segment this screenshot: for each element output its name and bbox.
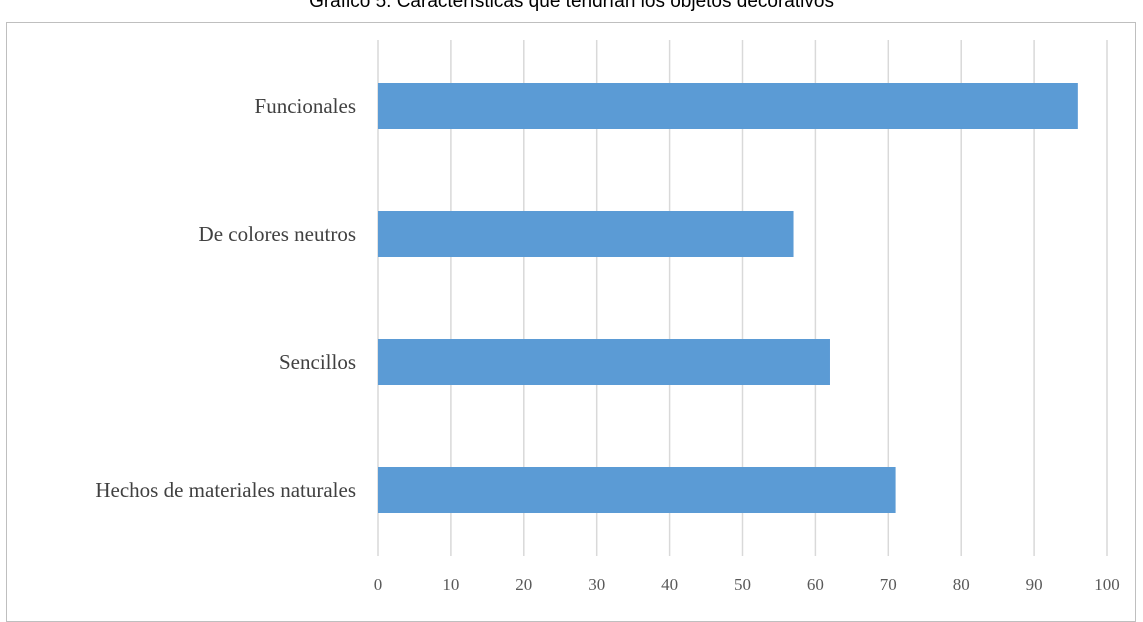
x-tick-label: 10 [442,575,459,594]
x-tick-label: 20 [515,575,532,594]
x-tick-label: 60 [807,575,824,594]
category-labels: Funcionales De colores neutros Sencillos He… [95,94,356,502]
bar [378,211,794,257]
bar [378,83,1078,129]
bar [378,339,830,385]
chart-title: Gráfico 5. Características que tendrían … [309,0,834,12]
category-label: Funcionales [255,94,356,118]
x-tick-label: 0 [374,575,383,594]
x-tick-label: 90 [1026,575,1043,594]
x-tick-label: 70 [880,575,897,594]
x-tick-label: 100 [1094,575,1120,594]
bar-chart: Funcionales De colores neutros Sencillos He… [95,40,1120,594]
x-tick-label: 30 [588,575,605,594]
bars [378,83,1078,513]
bar [378,467,896,513]
category-label: De colores neutros [199,222,356,246]
category-label: Hechos de materiales naturales [95,478,356,502]
x-tick-label: 80 [953,575,970,594]
x-axis-tick-labels: 0 10 20 30 40 50 60 70 80 90 100 [374,575,1120,594]
x-tick-label: 50 [734,575,751,594]
category-label: Sencillos [279,350,356,374]
x-tick-label: 40 [661,575,678,594]
